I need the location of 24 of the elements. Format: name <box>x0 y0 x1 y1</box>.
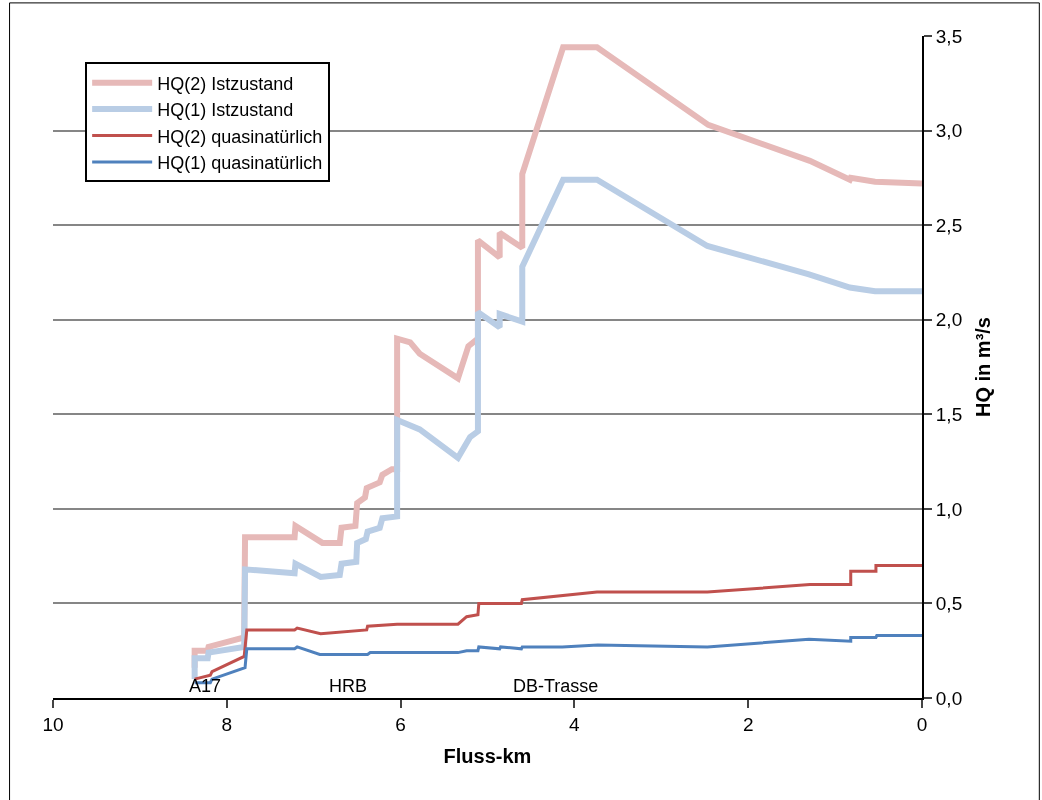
y-tick-label: 0,0 <box>935 687 963 709</box>
annotation: DB-Trasse <box>513 676 599 696</box>
legend-label: HQ(2) quasinatürlich <box>157 126 323 147</box>
y-tick-label: 3,5 <box>935 25 963 47</box>
x-tick-label: 10 <box>42 713 64 735</box>
y-tick-label: 2,0 <box>935 309 963 331</box>
legend-label: HQ(1) Istzustand <box>157 100 294 121</box>
y-tick-label: 1,0 <box>935 498 963 520</box>
legend-label: HQ(1) quasinatürlich <box>157 152 323 173</box>
y-tick-label: 1,5 <box>935 403 963 425</box>
y-tick-label: 2,5 <box>935 214 963 236</box>
y-tick-label: 3,0 <box>935 120 963 142</box>
x-tick-label: 2 <box>742 713 754 735</box>
x-tick-label: 0 <box>916 713 928 735</box>
y-axis-title: HQ in m³/s <box>972 316 995 418</box>
annotation: A17 <box>189 676 222 696</box>
x-axis-title: Fluss-km <box>443 744 532 767</box>
line-series <box>193 564 922 681</box>
y-tick-label: 0,5 <box>935 593 963 615</box>
legend-label: HQ(2) Istzustand <box>157 73 294 94</box>
annotation: HRB <box>329 676 368 696</box>
x-tick-label: 8 <box>221 713 233 735</box>
x-tick-label: 6 <box>395 713 406 735</box>
x-tick-label: 4 <box>569 713 581 735</box>
